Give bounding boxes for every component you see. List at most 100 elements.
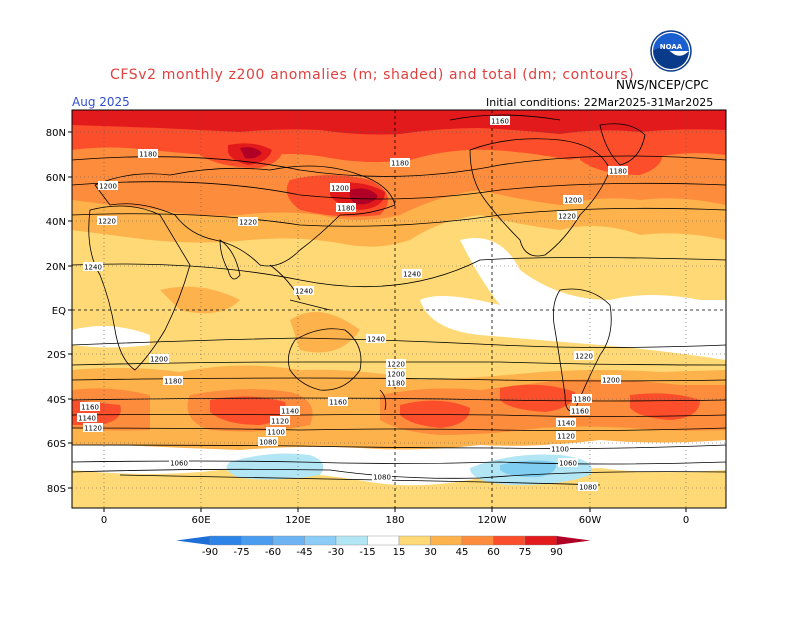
lon-label: 180 — [385, 515, 404, 526]
contour-label: 1080 — [259, 439, 277, 447]
latitude-labels: 80N 60N 40N 20N EQ 20S 40S 60S 80S — [46, 128, 72, 495]
contour-label-box — [83, 423, 103, 432]
contour-label-box — [386, 359, 406, 368]
svg-text:NOAA: NOAA — [660, 43, 683, 51]
contour-label-box — [366, 334, 386, 343]
colorbar-segment — [272, 535, 305, 546]
contour-label-box — [556, 431, 576, 440]
contour-label-box — [83, 262, 103, 271]
contour-label: 1160 — [329, 399, 347, 407]
contour-label: 1180 — [164, 378, 182, 386]
colorbar-tick-label: 75 — [519, 547, 532, 558]
contour-label: 1180 — [573, 396, 591, 404]
anomaly-90m-shading — [240, 147, 378, 205]
colorbar-segment — [493, 535, 526, 546]
longitude-labels: 0 60E 120E 180 120W 60W 0 — [101, 508, 689, 526]
contour-label: 1220 — [575, 353, 593, 361]
contour-label: 1100 — [551, 446, 569, 454]
contour-label-box — [550, 444, 570, 453]
contour-label: 1240 — [367, 336, 385, 344]
contour-label: 1200 — [150, 356, 168, 364]
contour-label-box — [570, 406, 590, 415]
map-frame — [71, 109, 727, 509]
colorbar-segment — [335, 535, 368, 546]
colorbar-segment — [461, 535, 494, 546]
contour-label-box — [163, 376, 183, 385]
map-grid — [72, 110, 726, 508]
contour-label-box — [149, 354, 169, 363]
lon-label: 60E — [191, 515, 210, 526]
noaa-logo-icon: NOAA — [650, 30, 692, 72]
contour-label: 1220 — [239, 219, 257, 227]
colorbar-segment — [398, 535, 431, 546]
equator-dateline — [72, 110, 726, 508]
contour-label-box — [386, 378, 406, 387]
contour-label: 1120 — [84, 425, 102, 433]
contour-label: 1200 — [602, 377, 620, 385]
colorbar-tick-label: -45 — [296, 547, 312, 558]
contour-label: 1140 — [78, 415, 96, 423]
contour-label-box — [601, 375, 621, 384]
contour-label-box — [330, 183, 350, 192]
contour-label: 1140 — [281, 408, 299, 416]
contour-label-box — [372, 472, 392, 481]
lon-label: 60W — [579, 515, 602, 526]
colorbar: -90 -75 -60 -45 -30 -15 15 30 45 60 75 90 — [176, 535, 591, 558]
contour-label: 1240 — [403, 271, 421, 279]
colorbar-segment — [241, 535, 274, 546]
contour-label-box — [572, 394, 592, 403]
lat-label: 20N — [46, 262, 66, 273]
colorbar-low-arrow — [176, 536, 210, 545]
colorbar-tick-label: 15 — [393, 547, 406, 558]
contour-label-box — [336, 203, 356, 212]
contour-label: 1060 — [170, 460, 188, 468]
lat-label: 20S — [47, 350, 66, 361]
lon-label: 0 — [683, 515, 689, 526]
contour-label-box — [97, 216, 117, 225]
contour-label-box — [608, 166, 628, 175]
contour-label-box — [563, 195, 583, 204]
contour-label-box — [578, 482, 598, 491]
contour-label-box — [402, 269, 422, 278]
lat-label: 60N — [46, 173, 66, 184]
contour-label-box — [386, 369, 406, 378]
lat-label: 80S — [47, 484, 66, 495]
contour-label-box — [280, 406, 300, 415]
colorbar-tick-label: 45 — [456, 547, 469, 558]
contour-label-box — [77, 413, 97, 422]
lat-label: EQ — [52, 306, 66, 317]
contour-labels: 1160 1180 1180 1200 1220 1240 1200 1220 1180 1180… — [77, 116, 628, 492]
colorbar-segment — [304, 535, 337, 546]
contour-label: 1200 — [331, 185, 349, 193]
initial-conditions: Initial conditions: 22Mar2025-31Mar2025 — [486, 96, 714, 109]
colorbar-tick-label: -75 — [233, 547, 249, 558]
contour-label-box — [98, 181, 118, 190]
contour-label: 1200 — [99, 183, 117, 191]
lat-label: 80N — [46, 128, 66, 139]
contour-label: 1180 — [387, 380, 405, 388]
contour-label-box — [557, 211, 577, 220]
lat-label: 40S — [47, 395, 66, 406]
contour-label: 1160 — [571, 408, 589, 416]
contour-label-box — [266, 427, 286, 436]
contour-label: 1180 — [337, 205, 355, 213]
contour-label-box — [390, 158, 410, 167]
contour-label-box — [270, 416, 290, 425]
contour-label: 1220 — [98, 218, 116, 226]
colorbar-tick-label: 90 — [550, 547, 563, 558]
contour-label: 1240 — [84, 264, 102, 272]
agency-label: NWS/NCEP/CPC — [616, 78, 709, 92]
contour-label: 1100 — [267, 429, 285, 437]
contour-label-box — [574, 351, 594, 360]
contour-label: 1200 — [564, 197, 582, 205]
colorbar-tick-label: -90 — [202, 547, 218, 558]
contour-label: 1120 — [271, 418, 289, 426]
colorbar-segment — [524, 535, 557, 546]
contour-label: 1080 — [579, 484, 597, 492]
forecast-month: Aug 2025 — [72, 95, 130, 109]
contour-label: 1080 — [373, 474, 391, 482]
colorbar-segment — [209, 535, 242, 546]
lon-label: 120E — [285, 515, 310, 526]
colorbar-segment — [367, 535, 400, 546]
